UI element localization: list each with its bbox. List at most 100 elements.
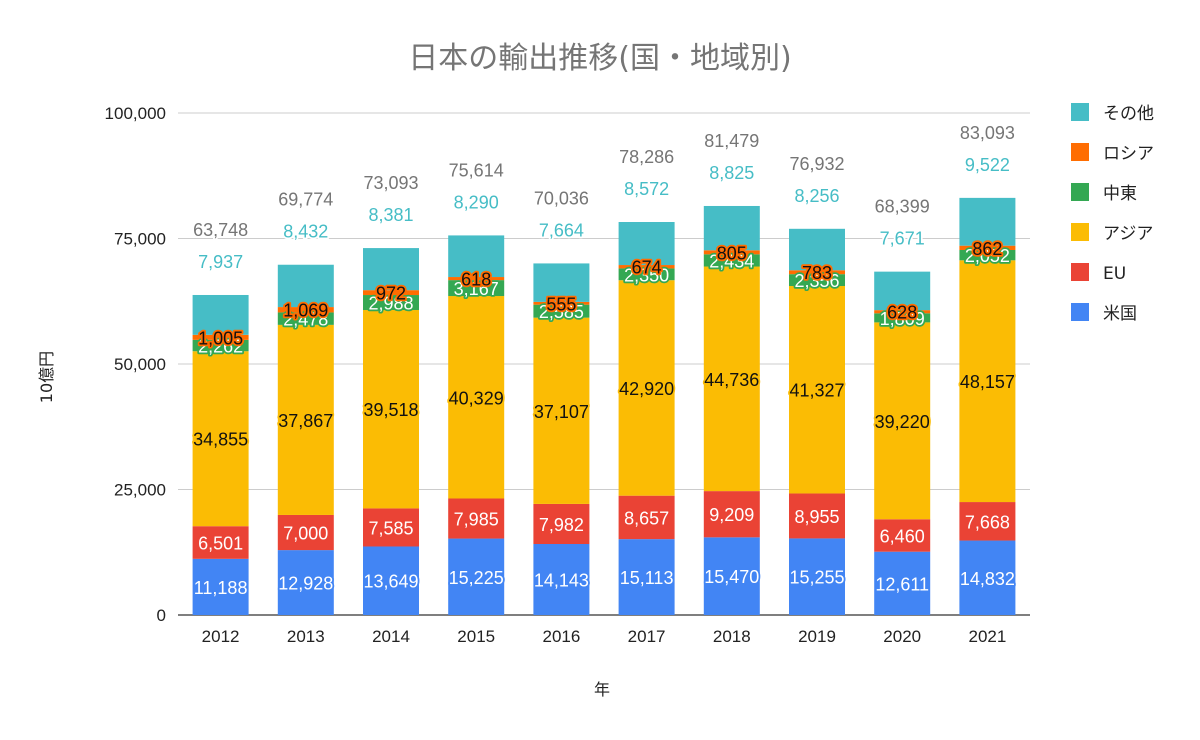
data-label-アジア: 42,920 [619,379,674,399]
data-label-ロシア: 805 [717,243,747,263]
bar-segment-米国 [533,544,590,615]
total-label: 63,748 [193,220,248,240]
legend-swatch [1071,183,1089,201]
legend-label: ロシア [1103,144,1154,164]
y-tick-label: 50,000 [114,355,166,374]
bar-segment-中東 [448,280,505,297]
bar-segment-中東 [703,254,760,267]
data-label-ロシア: 1,069 [283,301,328,321]
bar-segment-アジア [789,286,845,494]
data-label-その他: 8,381 [368,205,413,225]
bar-segment-その他 [959,197,1016,246]
legend-swatch [1071,263,1089,281]
bar-segment-EU [277,514,334,551]
data-label-アジア: 37,107 [534,402,589,422]
data-label-ロシア: 618 [461,270,491,290]
bar-segment-ロシア [533,301,590,305]
bar-segment-米国 [789,538,845,615]
legend-label: 中東 [1103,184,1137,204]
data-label-アジア: 34,855 [193,430,248,450]
data-label-米国: 14,143 [534,571,589,591]
legend-label: 米国 [1103,304,1137,324]
data-label-米国: 14,832 [960,569,1015,589]
bar-segment-米国 [618,539,675,615]
bar-segment-米国 [448,538,505,615]
bar-segment-ロシア [363,290,419,296]
legend-item-米国: 米国 [1071,303,1137,324]
total-label: 69,774 [278,190,333,210]
legend-swatch [1071,223,1089,241]
bar-segment-中東 [277,312,334,325]
bar-stack-2016 [533,263,590,615]
bar-segment-中東 [533,304,590,318]
bar-segment-EU [874,519,931,552]
x-tick-label: 2012 [202,627,240,646]
legend-label: アジア [1103,224,1153,244]
data-label-その他: 7,664 [539,220,584,240]
data-label-その他: 8,825 [709,163,754,183]
total-label: 75,614 [449,160,504,180]
data-label-米国: 12,611 [875,574,929,594]
legend-swatch [1071,143,1089,161]
data-label-EU: 6,460 [880,526,925,546]
data-label-EU: 7,585 [368,518,413,538]
bar-segment-アジア [448,296,505,499]
bar-segment-EU [192,526,249,559]
bar-segment-アジア [618,280,675,496]
legend-item-EU: EU [1071,263,1126,284]
bar-segment-EU [959,502,1016,541]
legend-item-ロシア: ロシア [1071,143,1154,164]
total-label: 83,093 [960,123,1015,143]
data-label-アジア: 41,327 [789,381,844,401]
data-label-中東: 2,434 [709,251,754,271]
bar-stack-2021 [959,197,1016,615]
bar-segment-アジア [277,324,334,515]
bar-segment-ロシア [277,307,334,313]
legend-swatch [1071,103,1089,121]
bar-stack-2015 [448,235,505,615]
bar-segment-ロシア [874,310,931,314]
bar-segment-EU [789,493,845,539]
bar-segment-中東 [789,274,845,287]
data-label-EU: 8,955 [794,507,839,527]
data-label-アジア: 44,736 [704,370,759,390]
data-label-ロシア: 972 [376,284,406,304]
total-label: 81,479 [704,131,759,151]
x-tick-label: 2014 [372,627,410,646]
data-label-アジア: 37,867 [278,411,333,431]
data-label-ロシア: 1,005 [198,328,243,348]
bar-segment-EU [618,495,675,540]
data-label-中東: 2,478 [283,310,328,330]
total-label: 68,399 [875,197,930,217]
bar-segment-その他 [703,205,760,251]
total-label: 70,036 [534,188,589,208]
bar-segment-その他 [874,271,931,311]
data-label-EU: 7,985 [454,510,499,530]
data-label-EU: 7,982 [539,515,584,535]
x-tick-label: 2013 [287,627,325,646]
x-tick-label: 2015 [457,627,495,646]
data-label-中東: 3,167 [454,279,499,299]
data-label-中東: 1,809 [880,309,925,329]
data-label-ロシア: 862 [972,239,1002,259]
legend-item-アジア: アジア [1071,223,1153,244]
bar-segment-EU [363,508,419,547]
data-label-米国: 12,928 [278,574,333,594]
bar-segment-アジア [363,310,419,509]
data-label-アジア: 39,220 [875,412,930,432]
bar-segment-米国 [192,558,249,615]
bar-segment-ロシア [789,270,845,275]
x-axis: 2012 2013 2014 2015 2016 2017 2018 2019 2020 2021 [202,627,1007,646]
data-label-中東: 2,350 [624,265,669,285]
bar-segment-ロシア [959,245,1016,251]
data-label-米国: 15,113 [620,568,674,588]
x-tick-label: 2020 [883,627,921,646]
chart-title: 日本の輸出推移(国・地域別) [408,41,791,76]
bar-segment-ロシア [618,265,675,269]
y-tick-label: 25,000 [114,481,166,500]
bar-stack-2020 [874,271,931,615]
data-label-その他: 8,432 [283,222,328,242]
y-tick-label: 0 [157,606,166,625]
data-label-アジア: 39,518 [363,400,418,420]
